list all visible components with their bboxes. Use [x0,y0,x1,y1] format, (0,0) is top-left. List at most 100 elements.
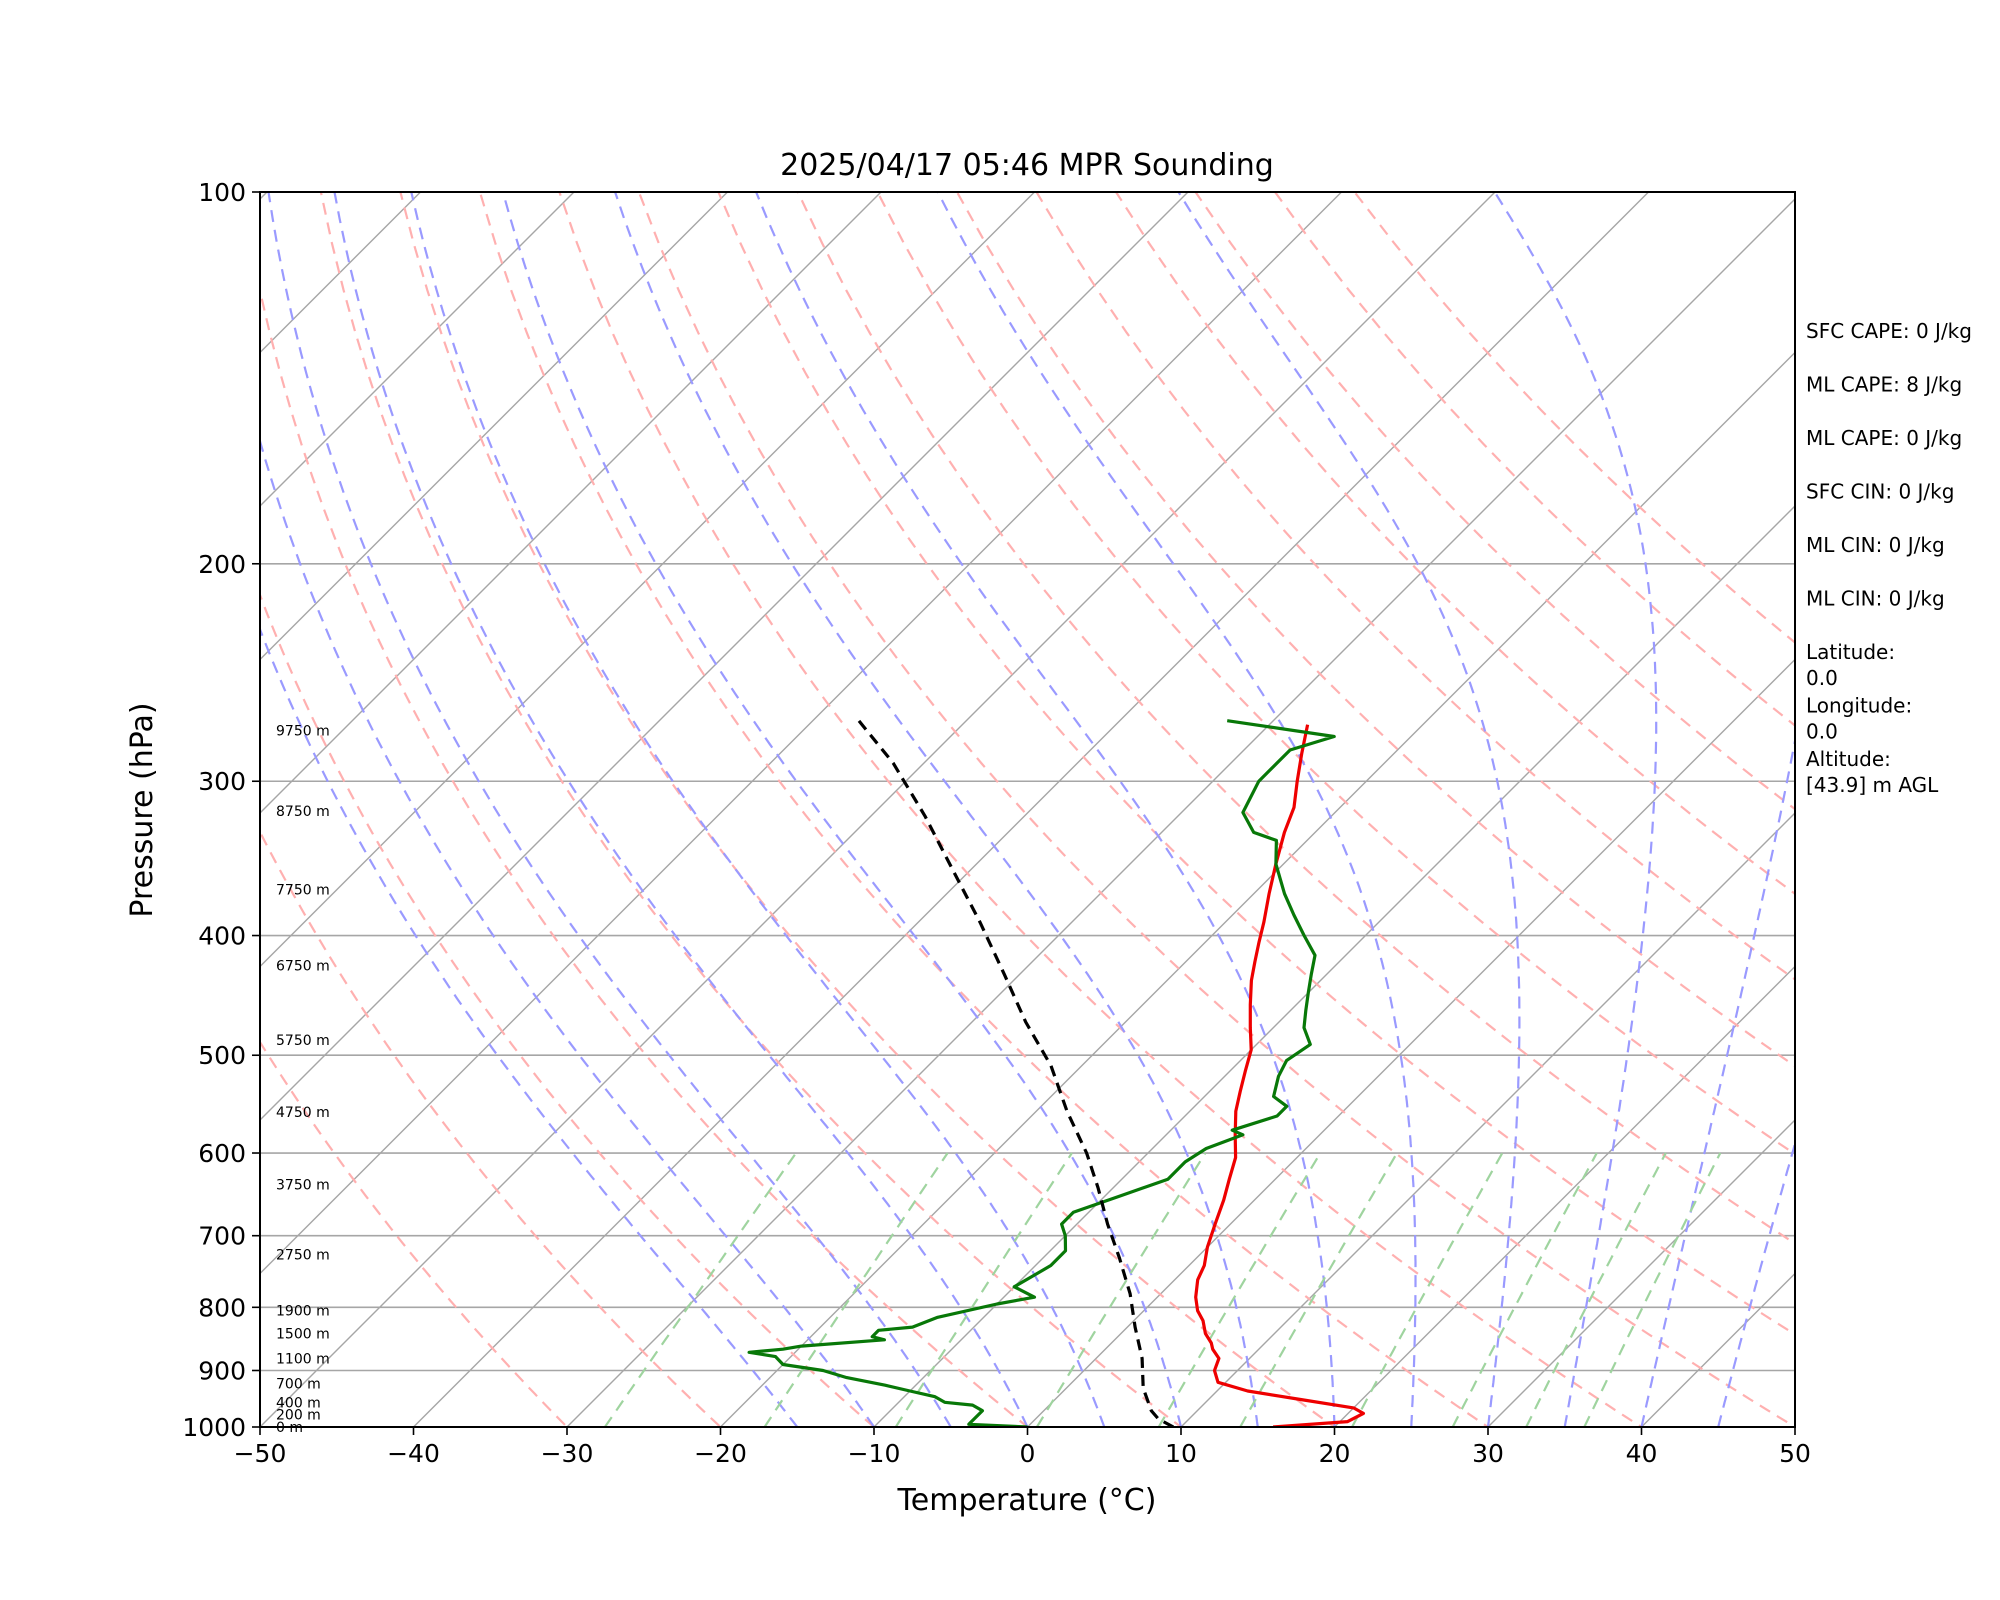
info-line: 0.0 [1806,666,1838,690]
dry-adiabat-line [637,192,1795,1427]
info-line: ML CAPE: 0 J/kg [1806,426,1962,450]
dry-adiabat-line [956,192,1795,1068]
height-label: 9750 m [276,724,330,740]
y-tick-label: 300 [198,767,246,796]
isotherm-line [260,192,1342,1275]
isotherm-line [1487,1119,1795,1427]
isotherm-line [873,505,1795,1427]
x-tick-label: −30 [541,1439,594,1468]
isotherm-line [260,192,1189,1121]
isotherm-line [260,192,1035,968]
mixing-ratio-line [1035,1152,1207,1427]
x-tick-label: −50 [234,1439,287,1468]
x-tick-label: −10 [848,1439,901,1468]
dry-adiabat-line [260,592,876,1427]
dry-adiabat-line [1274,192,1795,727]
parcel-line [857,719,1175,1427]
mixing-ratio-line [1451,1152,1598,1427]
background-lines [0,192,1795,1427]
x-tick-label: 10 [1165,1439,1197,1468]
y-tick-label: 900 [198,1356,246,1385]
dry-adiabat-line [717,192,1795,1336]
mixing-ratio-line [1157,1152,1322,1427]
dry-adiabat-line [399,192,1337,1427]
y-tick-label: 1000 [182,1413,246,1442]
height-label: 4750 m [276,1105,330,1121]
y-axis: 1000 900 800 700 600 500 400 300 200 100 [182,178,260,1442]
moist-adiabat-line [1177,192,1521,1427]
moist-adiabat-line [260,437,875,1427]
mixing-ratio-line [763,1152,949,1427]
y-tick-label: 400 [198,922,246,951]
moist-adiabat-line [267,192,952,1427]
moist-adiabat-line [1717,1139,1795,1427]
y-tick-label: 100 [198,178,246,207]
isotherm-line [720,351,1795,1427]
chart-title: 2025/04/17 05:46 MPR Sounding [780,148,1274,183]
height-label: 700 m [276,1376,321,1392]
height-label: 2750 m [276,1248,330,1264]
moist-adiabat-line [501,192,1183,1427]
isotherm-line [1334,965,1795,1427]
y-tick-label: 800 [198,1293,246,1322]
isotherm-line [260,192,728,661]
moist-adiabat-line [1640,735,1795,1427]
info-panel: SFC CAPE: 0 J/kg ML CAPE: 8 J/kg ML CAPE: … [1806,319,1972,797]
height-label: 6750 m [276,959,330,975]
y-axis-label: Pressure (hPa) [125,702,160,917]
info-line: ML CAPE: 8 J/kg [1806,373,1962,397]
height-label: 7750 m [276,882,330,898]
x-tick-label: −40 [387,1439,440,1468]
dry-adiabat-line [558,192,1644,1427]
height-label: 1900 m [276,1304,330,1320]
isotherm-line [260,192,1496,1427]
isotherm-line [413,192,1649,1427]
info-line: SFC CAPE: 0 J/kg [1806,319,1972,343]
x-tick-label: 30 [1472,1439,1504,1468]
height-label: 400 m [276,1395,321,1411]
isotherm-line [0,192,114,1427]
x-tick-label: 0 [1020,1439,1036,1468]
height-label: 8750 m [276,804,330,820]
mixing-ratio-line [1351,1152,1504,1427]
x-tick-label: 50 [1779,1439,1811,1468]
x-axis: −50 −40 −30 −20 −10 0 10 20 30 40 50 [234,1427,1811,1468]
info-line: 0.0 [1806,720,1838,744]
dewpoint-line [747,719,1336,1427]
y-tick-label: 500 [198,1041,246,1070]
mixing-ratio-line [603,1152,797,1427]
temperature-line [1194,724,1365,1427]
height-label: 3750 m [276,1177,330,1193]
dry-adiabat-line [260,1040,569,1427]
isotherm-line [1180,812,1795,1427]
x-axis-label: Temperature (°C) [897,1483,1157,1518]
isotherm-line [1027,658,1795,1427]
mixing-ratio-line [1239,1152,1398,1427]
info-line: ML CIN: 0 J/kg [1806,587,1945,611]
dry-adiabat-line [319,192,1183,1427]
moist-adiabat-line [614,192,1259,1427]
dry-adiabat-line [478,192,1490,1427]
dry-adiabat-line [260,285,1030,1427]
info-line: Altitude: [1806,747,1891,771]
plot-frame [259,191,1796,1428]
moist-adiabat-line [410,192,1106,1427]
height-label: 5750 m [276,1033,330,1049]
isotherm-line [260,192,575,507]
dry-adiabat-line [260,829,723,1427]
data-lines [747,719,1365,1427]
moist-adiabat-line [755,192,1336,1427]
x-tick-label: −20 [694,1439,747,1468]
height-label: 200 m [276,1408,321,1424]
moist-adiabat-line [1493,192,1658,1427]
mixing-ratio-line [1525,1152,1667,1427]
info-line: Longitude: [1806,694,1912,718]
height-label: 1500 m [276,1326,330,1342]
info-line: [43.9] m AGL [1806,773,1939,797]
moist-adiabat-line [260,626,799,1427]
x-tick-label: 20 [1319,1439,1351,1468]
height-label: 1100 m [276,1351,330,1367]
isotherm-line [260,192,882,814]
